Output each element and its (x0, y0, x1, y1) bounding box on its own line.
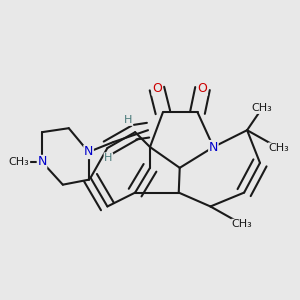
Text: CH₃: CH₃ (232, 219, 253, 229)
Text: CH₃: CH₃ (268, 143, 289, 153)
Text: O: O (152, 82, 162, 95)
Text: H: H (104, 153, 112, 163)
Text: H: H (124, 115, 132, 125)
Text: N: N (37, 155, 47, 168)
Text: CH₃: CH₃ (252, 103, 272, 113)
Text: O: O (198, 82, 207, 95)
Text: CH₃: CH₃ (9, 157, 30, 167)
Text: N: N (84, 146, 93, 158)
Text: N: N (209, 140, 218, 154)
